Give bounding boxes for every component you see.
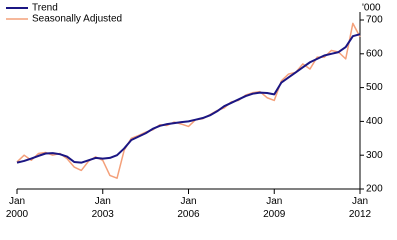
y-unit: '000 xyxy=(362,3,381,14)
series-line xyxy=(16,33,361,164)
legend-label: Seasonally Adjusted xyxy=(32,14,122,25)
x-tick-label: Jan 2012 xyxy=(349,196,372,220)
y-tick-label: 600 xyxy=(366,48,383,59)
series-line xyxy=(16,22,361,179)
chart: '000 200 300 400 500 600 700 Jan 2000 Jan 2003 Jan… xyxy=(6,3,383,220)
x-tick-label: Jan 2003 xyxy=(92,196,115,220)
y-tick-label: 400 xyxy=(366,116,383,127)
x-tick-label: Jan 2009 xyxy=(263,196,286,220)
legend-label: Trend xyxy=(32,3,58,14)
y-tick-label: 200 xyxy=(366,184,383,195)
x-tick-label: Jan 2006 xyxy=(177,196,200,220)
y-tick-label: 300 xyxy=(366,150,383,161)
y-tick-label: 500 xyxy=(366,82,383,93)
y-tick-label: 700 xyxy=(366,15,383,26)
x-tick-label: Jan 2000 xyxy=(6,196,29,220)
